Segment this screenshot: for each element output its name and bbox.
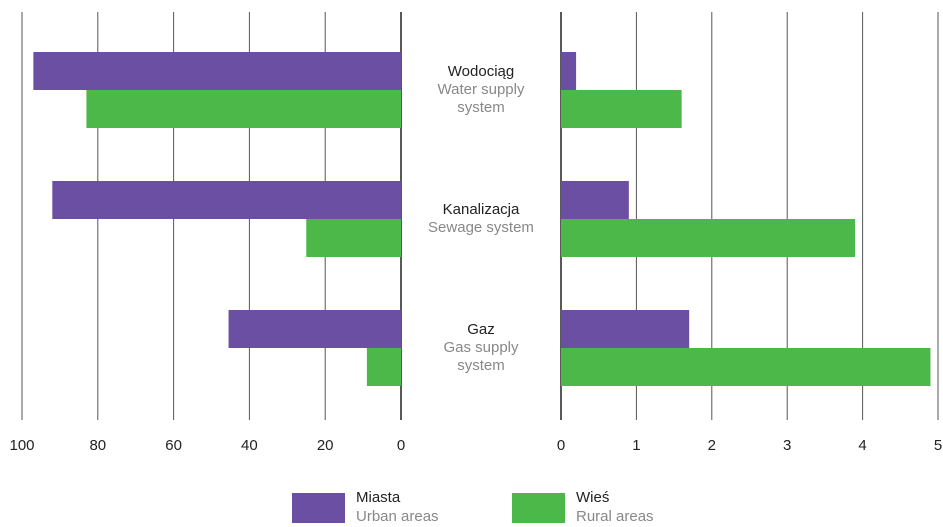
x-tick-label: 1 [632,437,640,454]
legend-subtitle: Urban areas [356,508,439,525]
x-tick-label: 2 [708,437,716,454]
bar [33,52,402,90]
bar [86,90,402,128]
category-subtitle: Water supply [438,81,525,98]
bar [561,219,856,257]
category-subtitle: Sewage system [428,219,534,236]
x-tick-label: 0 [397,437,405,454]
x-tick-label: 100 [9,437,34,454]
x-tick-label: 3 [783,437,791,454]
category-label: Kanalizacja [443,201,520,218]
category-subtitle: system [457,99,505,116]
x-tick-label: 5 [934,437,942,454]
bar [561,181,629,219]
bar [561,348,931,386]
category-label: Gaz [467,321,495,338]
category-subtitle: system [457,357,505,374]
x-tick-label: 0 [557,437,565,454]
bar [561,310,690,348]
bar [228,310,401,348]
legend-subtitle: Rural areas [576,508,654,525]
legend-label: Miasta [356,489,401,506]
bar [52,181,401,219]
bar [366,348,401,386]
bar [306,219,401,257]
legend-swatch [512,493,565,523]
legend-swatch [292,493,345,523]
x-tick-label: 80 [89,437,106,454]
x-tick-label: 4 [858,437,866,454]
x-tick-label: 20 [317,437,334,454]
bar [561,52,577,90]
bar [561,90,682,128]
category-label: Wodociąg [448,63,514,80]
legend-label: Wieś [576,489,609,506]
x-tick-label: 60 [165,437,182,454]
category-subtitle: Gas supply [443,339,519,356]
x-tick-label: 40 [241,437,258,454]
